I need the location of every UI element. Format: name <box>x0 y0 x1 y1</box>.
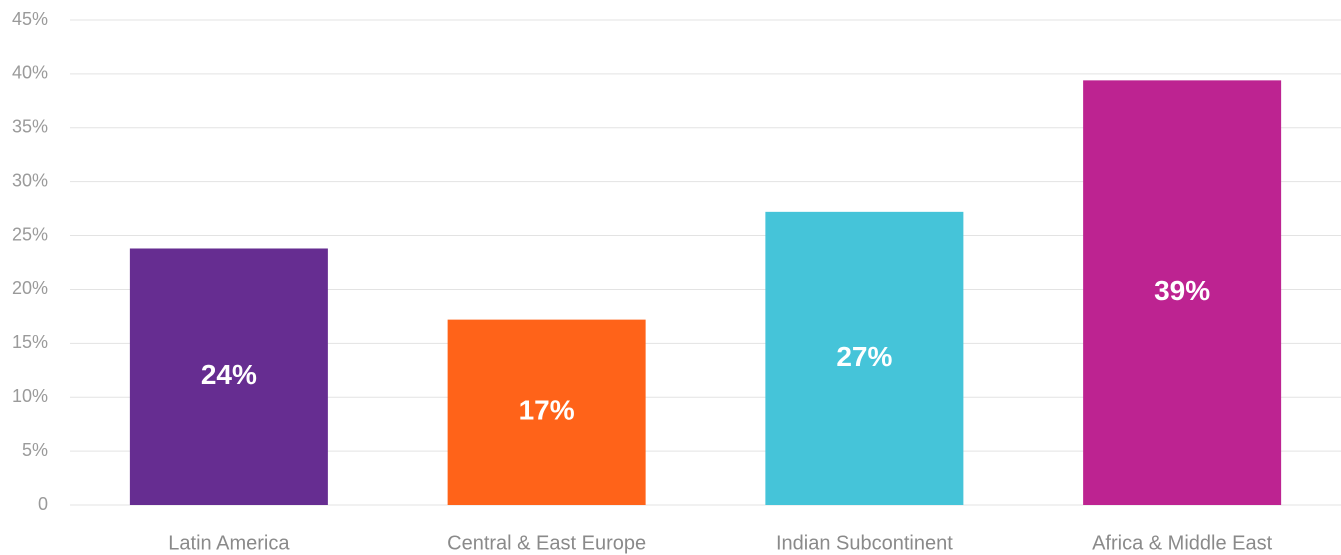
y-tick-label: 15% <box>12 332 48 352</box>
bar <box>765 211 964 505</box>
y-tick-label: 0 <box>38 494 48 514</box>
value-label: 17% <box>519 395 575 426</box>
y-tick-label: 45% <box>12 9 48 29</box>
y-tick-label: 10% <box>12 386 48 406</box>
bar <box>1083 80 1282 505</box>
x-tick-label: Indian Subcontinent <box>776 532 953 554</box>
y-tick-label: 35% <box>12 117 48 137</box>
x-tick-label: Central & East Europe <box>447 532 646 554</box>
x-tick-label: Latin America <box>168 532 290 554</box>
y-tick-label: 30% <box>12 170 48 190</box>
value-label: 27% <box>836 341 892 372</box>
y-tick-label: 20% <box>12 278 48 298</box>
value-label: 39% <box>1154 275 1210 306</box>
y-tick-label: 5% <box>22 440 48 460</box>
value-label: 24% <box>201 359 257 390</box>
x-tick-label: Africa & Middle East <box>1092 532 1273 554</box>
bar <box>129 248 328 505</box>
y-tick-label: 25% <box>12 224 48 244</box>
y-tick-label: 40% <box>12 63 48 83</box>
bar <box>447 319 646 505</box>
